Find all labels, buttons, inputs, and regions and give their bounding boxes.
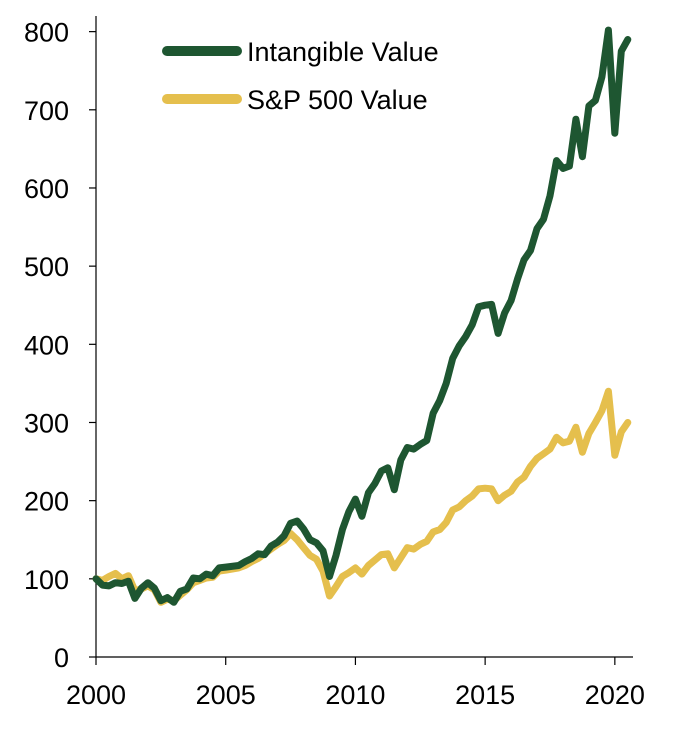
- y-tick-label: 400: [24, 330, 69, 360]
- legend: Intangible Value S&P 500 Value: [162, 37, 439, 115]
- y-tick-label: 500: [24, 252, 69, 282]
- series-layer: [92, 26, 632, 606]
- y-tick-label: 600: [24, 174, 69, 204]
- series-line-sp500-value: [92, 387, 632, 606]
- y-tick-label: 700: [24, 96, 69, 126]
- y-tick-label: 200: [24, 487, 69, 517]
- x-tick-label: 2000: [66, 680, 126, 710]
- x-tick-label: 2010: [325, 680, 385, 710]
- legend-label: Intangible Value: [247, 37, 439, 67]
- legend-label: S&P 500 Value: [247, 85, 428, 115]
- x-tick-label: 2015: [455, 680, 515, 710]
- chart-axes: [95, 16, 633, 658]
- y-tick-label: 800: [24, 18, 69, 48]
- y-tick-label: 0: [54, 643, 69, 673]
- y-tick-label: 100: [24, 565, 69, 595]
- x-axis-ticks: 2000 2005 2010 2015 2020: [66, 657, 645, 710]
- series-line-intangible-value: [92, 26, 632, 606]
- y-tick-label: 300: [24, 408, 69, 438]
- y-axis-ticks: 0 100 200 300 400 500 600 700 800: [24, 18, 96, 673]
- x-tick-label: 2005: [196, 680, 256, 710]
- x-tick-label: 2020: [585, 680, 645, 710]
